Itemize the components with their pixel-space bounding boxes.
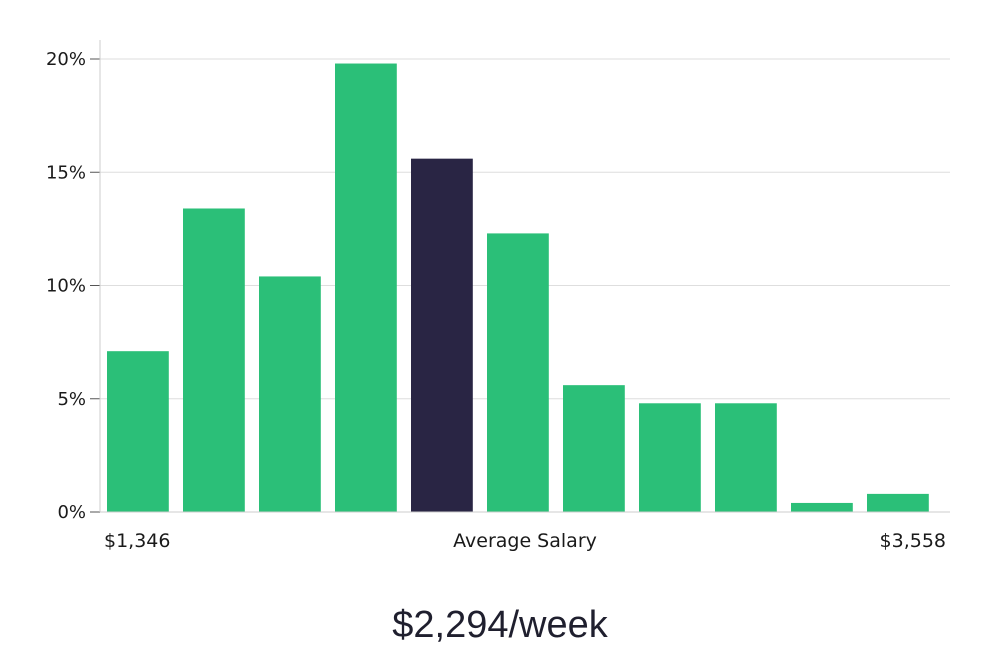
y-tick-label: 15% <box>46 162 86 183</box>
bar <box>183 208 245 513</box>
bar <box>487 233 549 512</box>
bar <box>715 403 777 512</box>
bar <box>107 351 169 512</box>
bar <box>335 63 397 512</box>
bar <box>259 276 321 512</box>
bar <box>563 385 625 512</box>
bar <box>867 493 929 512</box>
bar-average-salary <box>411 158 473 512</box>
x-center-label: Average Salary <box>453 530 597 552</box>
y-axis-ticks: 0% 5% 10% 15% 20% <box>46 49 100 523</box>
y-tick-label: 10% <box>46 276 86 297</box>
salary-histogram: 0% 5% 10% 15% 20% $1,346 Average Salary $3,5… <box>46 40 950 552</box>
bar <box>639 403 701 512</box>
x-min-label: $1,346 <box>104 530 170 552</box>
average-weekly-salary: $2,294/week <box>392 604 608 646</box>
y-tick-label: 5% <box>57 389 86 410</box>
y-tick-label: 0% <box>57 502 86 523</box>
bar <box>791 502 853 512</box>
x-max-label: $3,558 <box>880 530 946 552</box>
bars <box>107 63 929 513</box>
y-tick-label: 20% <box>46 49 86 70</box>
